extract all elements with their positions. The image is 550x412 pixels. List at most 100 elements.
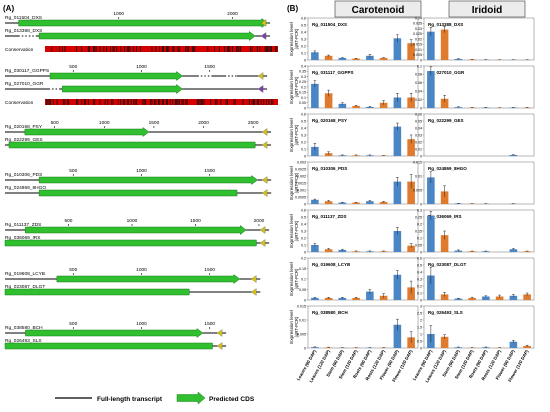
conservation-gap — [165, 99, 167, 105]
conservation-gap — [198, 99, 200, 105]
y-tick-label: 0.06 — [415, 81, 422, 85]
cds-arrow — [18, 18, 269, 28]
conservation-gap — [76, 99, 77, 105]
transcript-name: Rg_022299_GES — [5, 137, 43, 143]
expression-panels: 0 0.1 0.2 0.3 0.4 0.5 0.6 Rg_011504_DXS Expressi… — [289, 16, 535, 383]
bar — [393, 231, 402, 252]
y-tick-label: 0 — [420, 58, 422, 62]
transcript-group: 1000 2000 Rg_011504_DXS Rg_013388_DXS Conser… — [5, 11, 278, 53]
conservation-gap — [50, 99, 51, 105]
conservation-gap — [263, 99, 265, 105]
conservation-gap — [186, 99, 188, 105]
y-tick-label: 0 — [304, 346, 306, 350]
transcript-name: Rg_011504_DXS — [5, 15, 42, 21]
bar — [495, 296, 504, 300]
conservation-gap — [123, 99, 124, 105]
conservation-gap — [64, 46, 66, 52]
conservation-gap — [124, 99, 126, 105]
legend-cds-label: Predicted CDS — [209, 396, 255, 403]
conservation-gap — [46, 99, 48, 105]
y-tick-label: 0.1 — [417, 236, 422, 240]
conservation-gap — [256, 99, 258, 105]
bar — [311, 83, 319, 108]
y-tick-label: 0.05 — [299, 101, 306, 105]
conservation-gap — [142, 99, 144, 105]
bar — [352, 297, 360, 300]
bar — [366, 55, 374, 60]
conservation-label: Conservation — [5, 47, 34, 53]
transcript-group: 500 1000 1500 Rg_010306_PDS Rg_024869_8HGO — [5, 168, 272, 197]
bar — [324, 297, 333, 300]
bar — [311, 297, 319, 300]
conservation-gap — [232, 46, 233, 52]
stop-marker-icon — [261, 176, 268, 184]
conservation-gap — [253, 99, 254, 105]
bar — [324, 55, 333, 60]
y-tick-label: 1 — [420, 332, 422, 336]
scale-tick-label: 500 — [64, 218, 72, 224]
bar — [407, 139, 415, 156]
y-tick-label: 0.3 — [301, 75, 306, 79]
conservation-gap — [158, 99, 159, 105]
bar — [393, 126, 402, 156]
bar — [407, 181, 415, 204]
cds-arrow — [4, 288, 190, 296]
scale-tick-label: 1500 — [204, 321, 215, 327]
bar — [338, 297, 347, 300]
chart-title: Rg_031117_GGPPS — [312, 70, 354, 75]
chart-title: Rg_010306_PDS — [312, 166, 347, 171]
bar — [407, 97, 415, 108]
conservation-gap — [258, 99, 259, 105]
conservation-gap — [113, 46, 115, 52]
y-tick-label: 2.5 — [417, 311, 422, 315]
conservation-gap — [186, 46, 188, 52]
conservation-gap — [155, 99, 157, 105]
transcript-group: 500 1000 1500 2000 Rg_011137_ZDS Rg_036069_IR… — [4, 218, 270, 247]
bar — [311, 347, 319, 348]
expression-chart: 0 0.1 0.2 0.3 0.4 0.5 0.6 Rg_023087_DLGT — [417, 256, 535, 302]
stop-marker-icon — [261, 189, 268, 197]
conservation-gap — [215, 99, 217, 105]
expression-chart: 0 0.01 0.02 0.03 0.04 0.05 0.06 Rg_022299_GES — [415, 112, 535, 158]
bar — [509, 295, 518, 300]
conservation-gap — [52, 99, 54, 105]
conservation-gap — [275, 46, 276, 52]
conservation-gap — [120, 99, 122, 105]
y-tick-label: 0.6 — [417, 256, 422, 260]
y-tick-label: 0 — [420, 298, 422, 302]
y-tick-label: 0.06 — [415, 112, 422, 116]
y-tick-label: 0.35 — [299, 70, 306, 74]
chart-title: Rg_038580_BCH — [312, 310, 348, 315]
conservation-gap — [116, 46, 118, 52]
bar — [454, 58, 463, 60]
y-axis-label: Expression level — [289, 214, 294, 247]
y-tick-label: 0.5 — [417, 339, 422, 343]
bar — [440, 294, 449, 300]
scale-tick-label: 1000 — [136, 267, 147, 273]
bar — [311, 146, 319, 156]
conservation-gap — [168, 46, 170, 52]
y-tick-label: 0.4 — [417, 270, 422, 274]
y-tick-label: 0 — [420, 346, 422, 350]
conservation-gap — [225, 99, 227, 105]
conservation-gap — [151, 46, 153, 52]
conservation-gap — [165, 46, 167, 52]
conservation-gap — [112, 46, 114, 52]
conservation-gap — [276, 46, 278, 52]
y-tick-label: 0.02 — [415, 98, 422, 102]
conservation-gap — [93, 46, 94, 52]
expression-chart: 0 0.1 0.2 0.3 0.4 0.5 0.6 Rg_020168_PSY Expressi… — [289, 112, 419, 158]
transcript-name: Rg_026493_SLS — [5, 338, 42, 344]
bar — [454, 347, 463, 348]
y-axis-label-sub: (qRT-PCR) — [294, 76, 299, 97]
y-tick-label: 0.4 — [301, 64, 306, 68]
bar — [509, 154, 518, 156]
conservation-gap — [56, 99, 58, 105]
conservation-gap — [63, 99, 64, 105]
conservation-gap — [103, 46, 105, 52]
conservation-gap — [76, 46, 77, 52]
conservation-gap — [67, 99, 68, 105]
chart-title: Rg_019608_LCYB — [312, 262, 351, 267]
conservation-gap — [81, 46, 83, 52]
